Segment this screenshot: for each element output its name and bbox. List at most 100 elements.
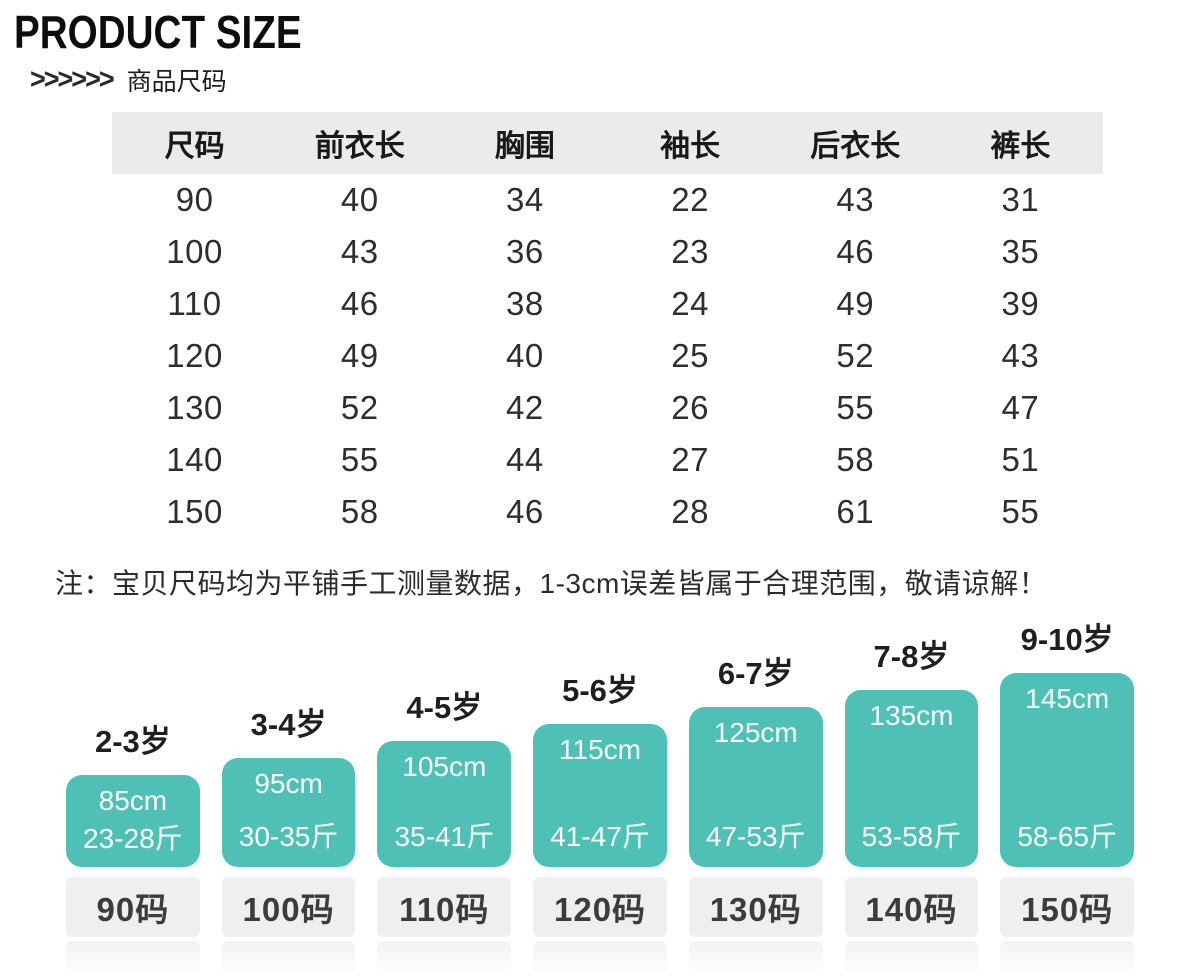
table-cell: 35 [1001, 232, 1040, 270]
table-cell: 55 [1001, 492, 1040, 530]
height-weight-bar: 125cm 47-53斤 [688, 706, 823, 867]
height-weight-bar: 85cm 23-28斤 [66, 774, 200, 867]
table-cell: 43 [340, 232, 379, 270]
table-cell: 150 [166, 492, 223, 530]
size-table-header-row: 尺码 前衣长 胸围 袖长 后衣长 裤长 [112, 111, 1103, 174]
chart-column: 5-6岁 115cm 41-47斤 120码 [533, 665, 667, 977]
weight-label: 23-28斤 [83, 822, 183, 854]
table-cell: 25 [671, 336, 709, 374]
table-cell: 38 [506, 284, 544, 322]
table-row: 130 52 42 26 55 47 [112, 382, 1103, 434]
table-cell: 40 [506, 336, 544, 374]
chart-column: 3-4岁 95cm 30-35斤 100码 [221, 699, 356, 977]
table-cell: 43 [1001, 336, 1040, 374]
table-cell: 52 [340, 388, 379, 426]
weight-label: 47-53斤 [705, 820, 806, 852]
table-cell: 90 [175, 180, 214, 218]
chart-column: 9-10岁 145cm 58-65斤 150码 [1000, 614, 1135, 977]
age-label: 9-10岁 [1020, 621, 1114, 657]
height-weight-bar: 145cm 58-65斤 [1000, 672, 1135, 867]
height-label: 115cm [559, 733, 641, 765]
header: PRODUCT SIZE >>>>>> 商品尺码 [0, 0, 1200, 98]
size-table-body: 90 40 34 22 43 31 100 43 36 23 46 35 110 46 38 24 49 39 12… [112, 174, 1103, 538]
age-size-bar-chart: 2-3岁 85cm 23-28斤 90码 3-4岁 95cm 30-35斤 100码 4-5岁 1… [66, 614, 1135, 977]
size-code-label: 110码 [377, 876, 512, 937]
page-subtitle: 商品尺码 [126, 67, 227, 96]
size-code-label: 100码 [221, 876, 356, 937]
table-cell: 58 [836, 440, 875, 478]
reflection-shadow [844, 940, 979, 977]
table-row: 110 46 38 24 49 39 [112, 278, 1103, 330]
age-label: 7-8岁 [873, 638, 950, 674]
reflection-shadow [1000, 940, 1135, 977]
column-header: 前衣长 [314, 129, 405, 163]
chevrons-icon: >>>>>> [30, 63, 115, 95]
table-cell: 47 [1001, 388, 1040, 426]
height-label: 145cm [1025, 682, 1110, 714]
table-cell: 24 [671, 284, 709, 322]
column-header: 裤长 [990, 129, 1051, 163]
size-code-label: 120码 [533, 876, 667, 937]
reflection-shadow [66, 940, 200, 977]
height-label: 135cm [869, 699, 954, 731]
subtitle-row: >>>>>> 商品尺码 [30, 62, 1200, 98]
table-cell: 49 [836, 284, 875, 322]
age-label: 6-7岁 [717, 655, 794, 691]
table-cell: 49 [340, 336, 379, 374]
table-cell: 44 [506, 440, 544, 478]
reflection-shadow [221, 940, 356, 977]
table-cell: 46 [340, 284, 379, 322]
reflection-shadow [533, 940, 667, 977]
measurement-note: 注：宝贝尺码均为平铺手工测量数据，1-3cm误差皆属于合理范围，敬请谅解！ [55, 567, 1048, 599]
weight-label: 35-41斤 [394, 820, 495, 852]
table-row: 100 43 36 23 46 35 [112, 226, 1103, 278]
age-label: 2-3岁 [94, 723, 171, 759]
table-cell: 43 [836, 180, 875, 218]
chart-column: 6-7岁 125cm 47-53斤 130码 [688, 648, 823, 977]
height-label: 105cm [402, 750, 487, 782]
column-header: 尺码 [164, 129, 225, 163]
column-header: 胸围 [494, 129, 555, 163]
size-code-label: 130码 [688, 876, 823, 937]
weight-label: 53-58斤 [861, 820, 962, 852]
table-cell: 110 [167, 284, 222, 322]
table-cell: 40 [340, 180, 379, 218]
height-weight-bar: 105cm 35-41斤 [377, 740, 512, 867]
table-row: 140 55 44 27 58 51 [112, 434, 1103, 486]
table-cell: 61 [836, 492, 875, 530]
table-cell: 52 [836, 336, 875, 374]
table-cell: 51 [1001, 440, 1040, 478]
age-label: 5-6岁 [562, 672, 638, 708]
weight-label: 41-47斤 [550, 820, 650, 852]
reflection-shadow [377, 940, 512, 977]
table-cell: 55 [836, 388, 875, 426]
weight-label: 30-35斤 [238, 820, 339, 852]
table-cell: 39 [1001, 284, 1040, 322]
table-cell: 42 [506, 388, 544, 426]
column-header: 袖长 [660, 129, 721, 163]
height-weight-bar: 95cm 30-35斤 [221, 757, 356, 867]
table-cell: 120 [166, 336, 223, 374]
size-code-label: 90码 [66, 876, 200, 937]
age-label: 3-4岁 [250, 706, 327, 742]
reflection-shadow [688, 940, 823, 977]
table-cell: 55 [340, 440, 379, 478]
table-cell: 22 [671, 180, 709, 218]
chart-column: 2-3岁 85cm 23-28斤 90码 [66, 716, 200, 977]
table-cell: 28 [671, 492, 709, 530]
table-row: 120 49 40 25 52 43 [112, 330, 1103, 382]
table-cell: 27 [671, 440, 709, 478]
age-label: 4-5岁 [406, 689, 483, 725]
table-cell: 140 [166, 440, 223, 478]
height-weight-bar: 115cm 41-47斤 [533, 723, 667, 867]
table-cell: 46 [506, 492, 544, 530]
table-cell: 26 [671, 388, 709, 426]
table-cell: 23 [671, 232, 709, 270]
page-title: PRODUCT SIZE [14, 6, 302, 58]
table-cell: 36 [506, 232, 544, 270]
table-cell: 100 [166, 232, 223, 270]
height-weight-bar: 135cm 53-58斤 [844, 689, 979, 867]
size-table: 尺码 前衣长 胸围 袖长 后衣长 裤长 90 40 34 22 43 31 100 43 36 23 46 35… [112, 111, 1103, 538]
height-label: 95cm [254, 767, 323, 799]
